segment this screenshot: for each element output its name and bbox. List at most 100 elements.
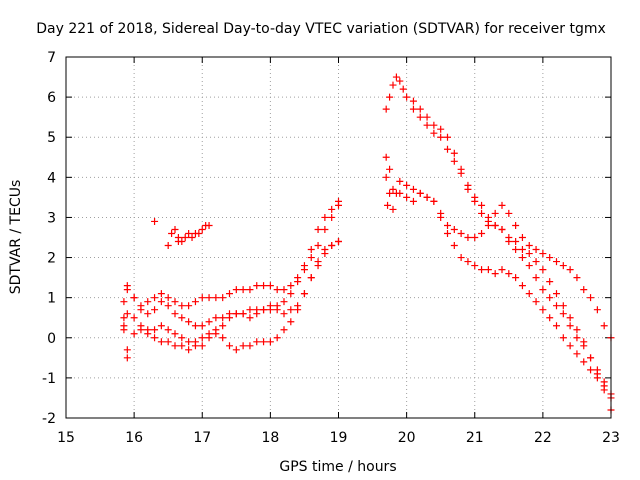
data-point: [137, 326, 145, 334]
y-tick-label: 5: [47, 130, 56, 146]
data-point: [600, 382, 608, 390]
data-point: [191, 342, 199, 350]
data-point: [219, 294, 227, 302]
data-point: [164, 294, 172, 302]
data-point: [151, 326, 159, 334]
data-point: [185, 318, 193, 326]
data-point: [484, 266, 492, 274]
data-point: [168, 229, 176, 237]
data-point: [120, 326, 128, 334]
data-point: [559, 262, 567, 270]
data-point: [539, 250, 547, 258]
data-point: [246, 286, 254, 294]
data-point: [580, 342, 588, 350]
x-tick-label: 21: [466, 430, 484, 446]
data-point: [396, 77, 404, 85]
data-point: [246, 342, 254, 350]
data-point: [580, 286, 588, 294]
data-point: [532, 246, 540, 254]
series-track-f: [382, 73, 615, 414]
data-point: [382, 105, 390, 113]
data-point: [321, 225, 329, 233]
data-point: [384, 201, 392, 209]
y-tick-label: 3: [47, 210, 56, 226]
data-point: [382, 173, 390, 181]
data-point: [539, 266, 547, 274]
data-point: [246, 306, 254, 314]
data-point: [219, 314, 227, 322]
data-point: [123, 346, 131, 354]
y-tick-label: -1: [42, 371, 56, 387]
data-point: [457, 254, 465, 262]
data-point: [151, 217, 159, 225]
x-tick-label: 18: [261, 430, 279, 446]
data-point: [171, 342, 179, 350]
data-point: [573, 326, 581, 334]
data-point: [484, 221, 492, 229]
x-tick-label: 15: [57, 430, 75, 446]
data-point: [178, 342, 186, 350]
y-tick-label: 4: [47, 170, 56, 186]
data-point: [553, 322, 560, 330]
data-point: [409, 185, 417, 193]
data-point: [321, 213, 329, 221]
series-track-e: [164, 221, 213, 250]
data-point: [239, 310, 247, 318]
data-point: [157, 298, 165, 306]
data-point: [260, 306, 268, 314]
data-point: [280, 326, 288, 334]
data-point: [409, 197, 417, 205]
data-point: [232, 310, 240, 318]
y-tick-label: 1: [47, 291, 56, 307]
data-point: [273, 334, 281, 342]
data-point: [321, 246, 329, 254]
data-point: [253, 282, 261, 290]
data-point: [212, 314, 220, 322]
data-point: [450, 157, 458, 165]
data-point: [178, 334, 186, 342]
data-point: [137, 306, 145, 314]
data-point: [205, 221, 213, 229]
data-point: [273, 302, 281, 310]
data-point: [266, 338, 274, 346]
data-point: [335, 238, 342, 246]
data-point: [566, 266, 574, 274]
data-point: [546, 314, 554, 322]
data-point: [573, 334, 581, 342]
data-point: [539, 306, 547, 314]
data-point: [198, 334, 206, 342]
data-point: [151, 306, 159, 314]
data-point: [386, 165, 394, 173]
data-point: [471, 234, 479, 241]
data-point: [478, 209, 486, 217]
data-point: [491, 270, 499, 278]
y-tick-label: 6: [47, 90, 56, 106]
data-point: [518, 246, 526, 254]
y-tick-label: 0: [47, 331, 56, 347]
data-point: [444, 133, 451, 141]
data-point: [188, 234, 196, 241]
data-point: [389, 81, 397, 89]
data-point: [559, 334, 567, 342]
data-point: [532, 258, 540, 266]
data-point: [573, 274, 581, 282]
data-point: [512, 221, 520, 229]
data-point: [280, 286, 288, 294]
data-point: [423, 193, 431, 201]
series-track-c: [120, 197, 342, 346]
data-point: [198, 342, 206, 350]
data-point: [191, 298, 199, 306]
data-point: [157, 290, 165, 298]
data-point: [498, 225, 506, 233]
data-point: [478, 201, 486, 209]
data-point: [205, 318, 213, 326]
data-point: [294, 306, 302, 314]
data-point: [198, 322, 206, 330]
data-point: [546, 294, 554, 302]
data-point: [198, 225, 206, 233]
data-point: [151, 334, 159, 342]
data-point: [505, 238, 513, 246]
data-point: [300, 262, 308, 270]
data-point: [171, 225, 179, 233]
data-point: [491, 209, 499, 217]
